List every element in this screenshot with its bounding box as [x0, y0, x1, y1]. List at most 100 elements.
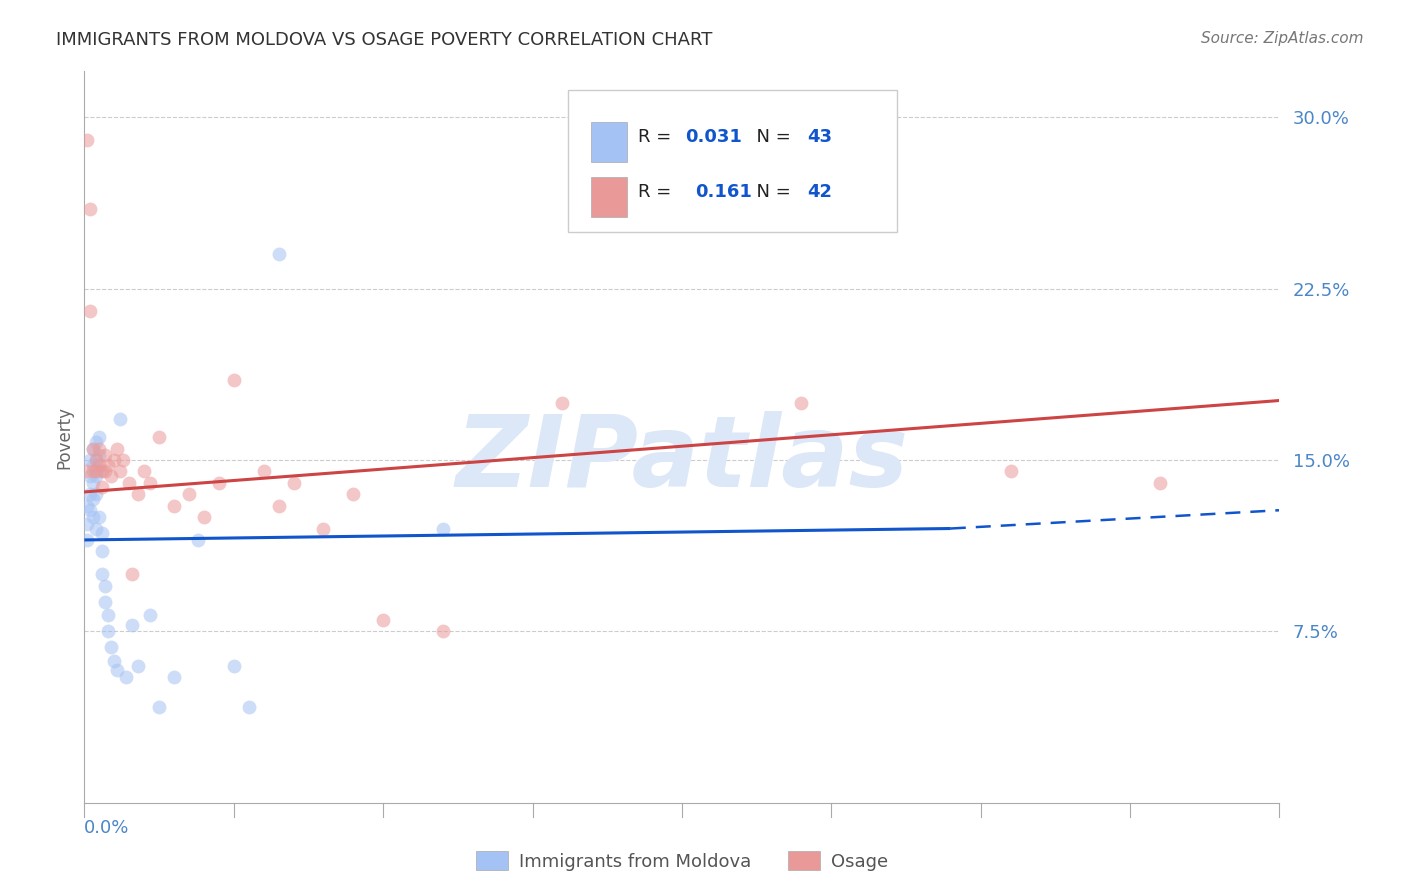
Point [283, 475, 305, 490]
Point [91, 526, 114, 541]
Point [89, 464, 111, 478]
Text: 0.0%: 0.0% [84, 819, 129, 837]
Point [208, 475, 231, 490]
Point [222, 373, 245, 387]
Point [76, 533, 98, 547]
Point [82, 442, 104, 456]
Point [121, 567, 143, 582]
Point [1000, 464, 1022, 478]
Point [97, 624, 120, 639]
Point [86, 453, 108, 467]
Point [103, 453, 125, 467]
FancyBboxPatch shape [568, 90, 897, 232]
Point [82, 458, 104, 472]
Point [91, 567, 114, 582]
Point [139, 475, 162, 490]
Y-axis label: Poverty: Poverty [55, 406, 73, 468]
Point [79, 469, 101, 483]
Point [222, 658, 245, 673]
Point [97, 458, 120, 472]
Point [82, 475, 104, 490]
Point [342, 487, 364, 501]
Point [267, 499, 290, 513]
Point [121, 617, 143, 632]
Point [1149, 475, 1171, 490]
Point [187, 533, 209, 547]
Point [373, 613, 395, 627]
Point [103, 654, 125, 668]
Point [79, 304, 101, 318]
Text: Source: ZipAtlas.com: Source: ZipAtlas.com [1201, 31, 1364, 46]
Point [193, 510, 215, 524]
Text: 0.031: 0.031 [686, 128, 742, 146]
Point [432, 624, 454, 639]
Point [790, 396, 813, 410]
Point [127, 487, 149, 501]
FancyBboxPatch shape [591, 177, 627, 217]
Point [89, 510, 111, 524]
Point [148, 699, 170, 714]
Point [94, 595, 117, 609]
Point [86, 521, 108, 535]
Point [86, 453, 108, 467]
Point [127, 658, 149, 673]
Text: 43: 43 [807, 128, 832, 146]
Point [82, 442, 104, 456]
Point [105, 442, 128, 456]
Point [86, 464, 108, 478]
Point [238, 699, 260, 714]
Point [79, 503, 101, 517]
Point [76, 133, 98, 147]
Point [132, 464, 156, 478]
Point [551, 396, 574, 410]
Point [118, 475, 141, 490]
Point [86, 434, 108, 449]
Text: 0.161: 0.161 [695, 183, 752, 201]
Point [105, 663, 128, 677]
Text: N =: N = [745, 183, 797, 201]
Point [76, 464, 98, 478]
Text: N =: N = [745, 128, 797, 146]
Point [312, 521, 335, 535]
Point [91, 544, 114, 558]
Point [91, 480, 114, 494]
Text: ZIPatlas: ZIPatlas [456, 410, 908, 508]
Point [91, 464, 114, 478]
Point [432, 521, 454, 535]
Point [76, 499, 98, 513]
Point [94, 464, 117, 478]
Point [82, 510, 104, 524]
Point [94, 449, 117, 463]
Point [112, 453, 135, 467]
Point [79, 487, 101, 501]
Point [97, 608, 120, 623]
Point [89, 442, 111, 456]
Legend: Immigrants from Moldova, Osage: Immigrants from Moldova, Osage [468, 844, 896, 878]
Text: IMMIGRANTS FROM MOLDOVA VS OSAGE POVERTY CORRELATION CHART: IMMIGRANTS FROM MOLDOVA VS OSAGE POVERTY… [56, 31, 713, 49]
Point [94, 579, 117, 593]
Point [163, 670, 186, 684]
Point [79, 453, 101, 467]
Point [86, 469, 108, 483]
FancyBboxPatch shape [591, 122, 627, 161]
Point [100, 640, 122, 655]
Point [139, 608, 162, 623]
Text: R =: R = [638, 128, 676, 146]
Point [163, 499, 186, 513]
Point [79, 202, 101, 216]
Point [267, 247, 290, 261]
Point [86, 487, 108, 501]
Point [115, 670, 138, 684]
Point [148, 430, 170, 444]
Text: R =: R = [638, 183, 682, 201]
Point [89, 430, 111, 444]
Point [110, 464, 132, 478]
Point [89, 449, 111, 463]
Point [76, 516, 98, 531]
Text: 42: 42 [807, 183, 832, 201]
Point [89, 458, 111, 472]
Point [177, 487, 200, 501]
Point [110, 412, 132, 426]
Point [82, 464, 104, 478]
Point [82, 491, 104, 506]
